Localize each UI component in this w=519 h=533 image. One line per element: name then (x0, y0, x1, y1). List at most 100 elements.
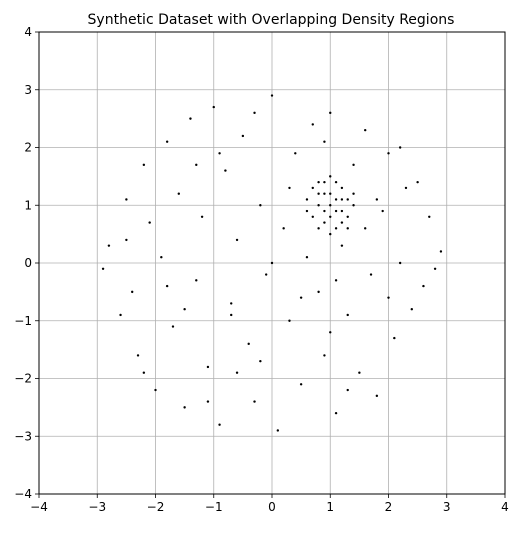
scatter-point (305, 198, 309, 201)
y-tick-label: 4 (24, 25, 32, 39)
x-tick-label: −2 (147, 500, 165, 514)
scatter-point (334, 209, 338, 213)
scatter-point (340, 221, 344, 224)
scatter-point (358, 371, 361, 374)
scatter-point (428, 215, 431, 218)
scatter-points (101, 94, 443, 432)
scatter-point (142, 163, 146, 167)
scatter-point (387, 296, 390, 299)
x-tick-label: −4 (30, 500, 48, 514)
scatter-point (206, 365, 210, 369)
scatter-point (398, 261, 402, 265)
scatter-point (317, 192, 320, 195)
scatter-point (131, 290, 134, 294)
y-tick-label: 2 (24, 141, 32, 155)
scatter-point (329, 232, 332, 236)
scatter-point (352, 204, 355, 207)
x-tick-label: −1 (205, 500, 223, 514)
scatter-point (259, 204, 262, 207)
scatter-point (329, 175, 332, 178)
scatter-point (416, 180, 419, 184)
scatter-point (200, 215, 204, 218)
scatter-point (346, 313, 349, 317)
scatter-point (212, 105, 215, 109)
scatter-point (247, 342, 250, 346)
x-axis-ticks: −4 −3 −2 −1 0 1 2 3 4 (30, 494, 509, 514)
scatter-point (439, 250, 443, 253)
scatter-point (334, 180, 338, 184)
scatter-point (288, 186, 291, 190)
scatter-point (125, 238, 128, 242)
chart-title: Synthetic Dataset with Overlapping Densi… (88, 12, 455, 28)
scatter-point (346, 215, 349, 218)
scatter-point (340, 186, 344, 190)
scatter-point (329, 192, 332, 195)
scatter-point (183, 406, 186, 409)
scatter-point (323, 209, 326, 213)
scatter-point (160, 256, 163, 259)
y-tick-label: 1 (24, 198, 32, 212)
scatter-point (404, 186, 408, 190)
scatter-point (259, 359, 262, 363)
scatter-point (323, 221, 326, 224)
scatter-point (346, 227, 349, 230)
scatter-point (375, 394, 379, 398)
scatter-point (264, 273, 268, 276)
scatter-point (177, 192, 180, 195)
scatter-point (340, 209, 344, 213)
scatter-point (253, 111, 256, 115)
scatter-point (398, 146, 402, 149)
scatter-point (387, 152, 390, 155)
scatter-point (340, 244, 344, 247)
scatter-point (364, 128, 367, 132)
x-tick-label: −3 (88, 500, 106, 514)
scatter-point (334, 198, 338, 201)
y-tick-label: −1 (14, 314, 32, 328)
scatter-point (364, 227, 367, 230)
scatter-point (311, 186, 314, 190)
scatter-point (195, 279, 198, 282)
scatter-point (346, 388, 349, 392)
scatter-point (230, 313, 233, 317)
scatter-point (171, 325, 175, 328)
scatter-point (276, 429, 280, 432)
scatter-point (329, 111, 332, 115)
scatter-point (235, 238, 239, 242)
scatter-point (329, 215, 332, 218)
scatter-point (136, 354, 140, 357)
scatter-point (329, 331, 332, 334)
scatter-point (299, 296, 303, 299)
scatter-point (299, 383, 303, 386)
scatter-point (410, 308, 413, 311)
scatter-point (422, 284, 425, 288)
scatter-point (165, 140, 169, 143)
y-tick-label: 3 (24, 83, 32, 97)
scatter-point (154, 388, 157, 392)
scatter-point (352, 163, 355, 167)
scatter-point (294, 152, 297, 155)
y-tick-label: −3 (14, 429, 32, 443)
x-tick-label: 4 (501, 500, 509, 514)
scatter-point (282, 227, 285, 230)
scatter-point (329, 204, 332, 207)
scatter-point (305, 256, 309, 259)
scatter-point (352, 192, 355, 195)
scatter-point (189, 117, 192, 120)
scatter-point (317, 180, 320, 184)
scatter-point (311, 215, 314, 218)
scatter-point (334, 411, 338, 415)
y-tick-label: −4 (14, 487, 32, 501)
scatter-point (375, 198, 379, 201)
scatter-point (393, 336, 396, 340)
scatter-point (235, 371, 239, 374)
scatter-point (305, 209, 309, 213)
scatter-point (230, 302, 233, 305)
scatter-point (241, 134, 245, 138)
y-axis-ticks: −4 −3 −2 −1 0 1 2 3 4 (14, 25, 39, 501)
scatter-point (148, 221, 151, 224)
scatter-point (323, 354, 326, 357)
x-tick-label: 3 (443, 500, 451, 514)
scatter-point (253, 400, 256, 403)
scatter-point (323, 192, 326, 195)
